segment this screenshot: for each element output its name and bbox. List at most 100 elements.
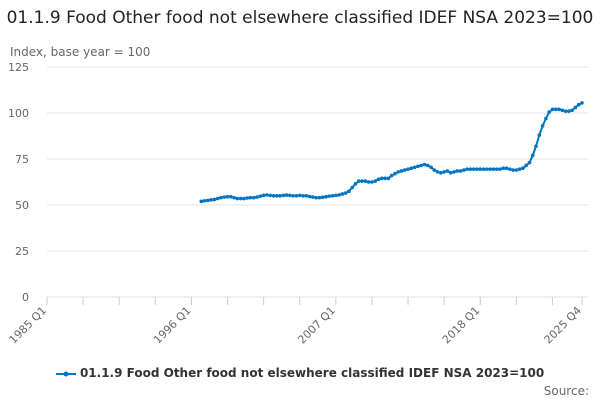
data-point — [560, 108, 565, 113]
data-point — [524, 163, 529, 168]
data-point — [406, 167, 410, 171]
data-point — [491, 167, 496, 171]
data-point — [245, 196, 250, 200]
data-point — [373, 179, 378, 183]
data-point — [504, 166, 509, 170]
x-tick-label: 2025 Q4 — [542, 304, 585, 347]
data-point — [442, 170, 446, 174]
data-point — [268, 193, 272, 198]
data-point — [507, 167, 512, 171]
y-axis-label: Index, base year = 100 — [10, 45, 151, 59]
data-point — [494, 167, 499, 171]
y-tick-label: 0 — [22, 291, 29, 304]
data-point — [255, 195, 259, 199]
data-point — [215, 196, 220, 201]
data-point — [343, 191, 348, 195]
data-point — [455, 169, 460, 173]
data-point — [330, 194, 335, 198]
data-point — [291, 194, 295, 198]
data-point — [376, 177, 381, 182]
data-point — [389, 173, 394, 178]
data-point — [488, 167, 492, 171]
data-point — [206, 198, 210, 203]
data-point — [465, 167, 469, 171]
data-point — [478, 167, 483, 171]
data-point — [511, 168, 515, 172]
data-point — [517, 167, 522, 171]
data-point — [576, 102, 581, 107]
data-point — [337, 193, 341, 197]
legend[interactable]: 01.1.9 Food Other food not elsewhere cla… — [0, 366, 600, 380]
data-point — [573, 105, 578, 110]
data-point — [462, 168, 466, 172]
data-point — [209, 198, 213, 202]
data-point — [379, 176, 384, 181]
data-point — [347, 189, 351, 193]
data-point — [251, 195, 256, 200]
data-point — [288, 193, 292, 198]
x-tick-label: 1996 Q1 — [151, 304, 194, 347]
data-point — [235, 196, 240, 201]
data-point — [521, 166, 525, 170]
data-point — [540, 124, 545, 128]
data-point — [357, 179, 361, 183]
data-point — [468, 167, 473, 171]
data-point — [412, 165, 417, 170]
data-point — [501, 166, 506, 170]
data-point — [314, 195, 318, 200]
data-point — [284, 193, 289, 197]
data-point — [274, 194, 279, 198]
data-point — [514, 168, 519, 172]
data-point — [383, 176, 387, 181]
data-point — [202, 198, 207, 203]
data-point — [475, 167, 479, 171]
data-point — [402, 168, 407, 172]
data-point — [219, 195, 223, 200]
data-point — [425, 163, 430, 168]
x-tick-label: 1985 Q1 — [7, 304, 50, 347]
data-point — [422, 162, 427, 167]
data-point — [340, 192, 345, 196]
data-point — [485, 167, 489, 171]
data-point — [396, 170, 400, 174]
data-point — [386, 176, 391, 181]
data-point — [242, 196, 246, 201]
data-point — [327, 194, 332, 198]
data-point — [281, 193, 286, 198]
data-point — [544, 116, 548, 121]
data-point — [439, 171, 443, 175]
y-tick-label: 125 — [8, 61, 29, 74]
data-point — [534, 144, 538, 148]
chart-title: 01.1.9 Food Other food not elsewhere cla… — [6, 8, 594, 28]
data-point — [212, 197, 217, 202]
data-point — [360, 179, 364, 183]
x-tick-label: 2018 Q1 — [440, 304, 483, 347]
data-point — [570, 108, 574, 113]
data-point — [553, 107, 558, 112]
data-point — [370, 180, 374, 184]
y-tick-label: 100 — [8, 107, 29, 120]
data-point — [537, 133, 542, 137]
data-point — [458, 169, 463, 173]
data-point — [334, 193, 338, 198]
data-point — [317, 195, 322, 200]
data-point — [320, 195, 325, 200]
data-point — [471, 167, 476, 171]
source-label: Source: — [543, 384, 589, 398]
data-point — [498, 167, 502, 171]
data-point — [432, 168, 437, 172]
y-tick-label: 75 — [15, 153, 29, 166]
data-point — [324, 194, 328, 199]
data-point — [580, 101, 584, 105]
data-point — [350, 185, 355, 190]
data-point — [530, 153, 535, 158]
data-point — [294, 194, 299, 198]
data-point — [393, 171, 397, 176]
data-point — [265, 193, 269, 197]
x-tick-label: 2007 Q1 — [295, 304, 338, 347]
data-point — [399, 169, 404, 173]
data-point — [229, 194, 233, 199]
data-point — [248, 195, 253, 200]
data-point — [527, 160, 532, 165]
